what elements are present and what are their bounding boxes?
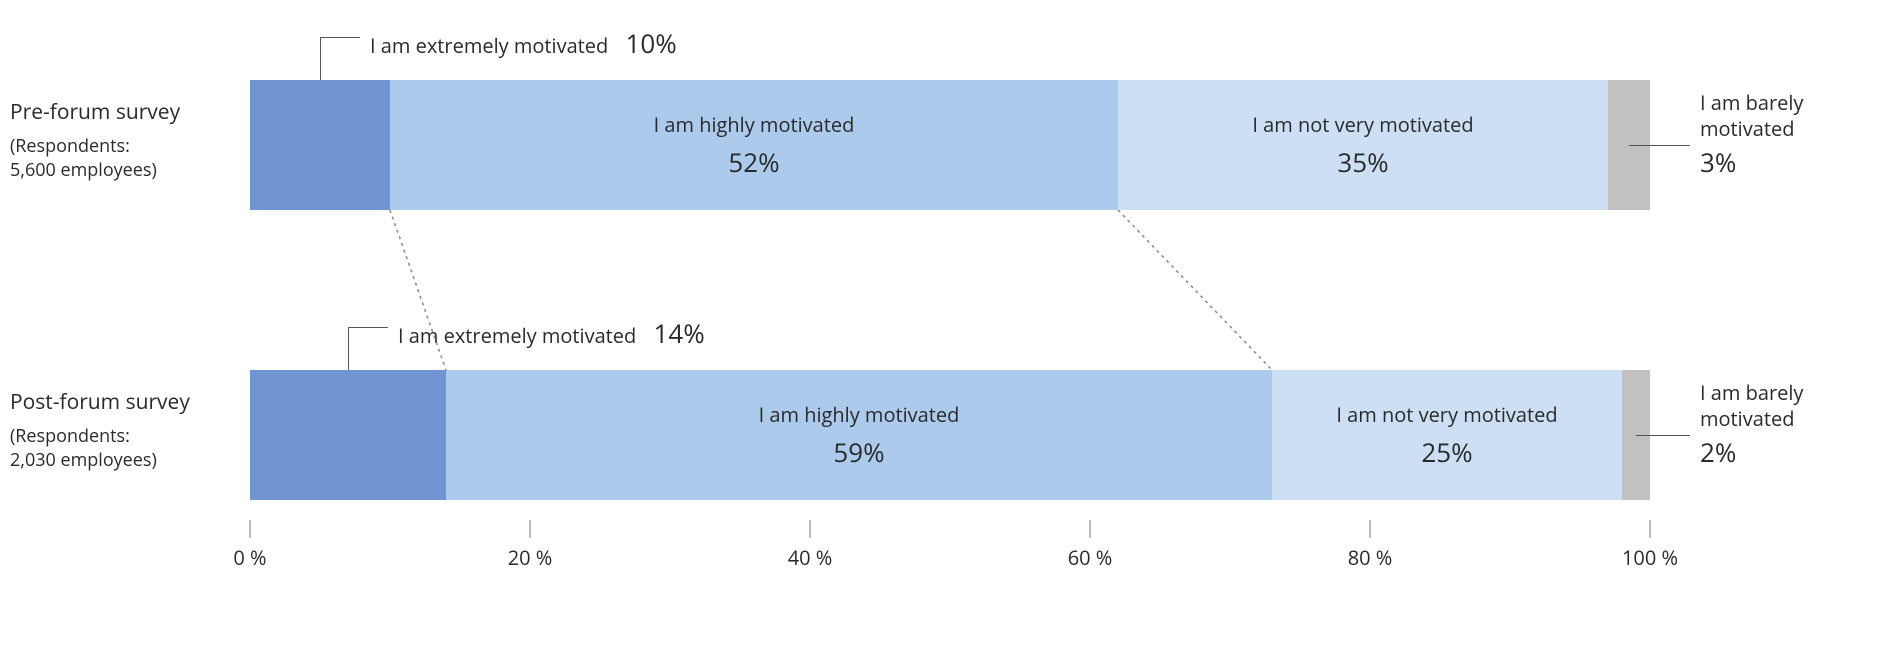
bar-post: I am highly motivated 59% I am not very mo…: [250, 370, 1650, 500]
callout-top-label: I am extremely motivated: [398, 322, 636, 349]
segment-post-1: I am highly motivated 59%: [446, 370, 1272, 500]
callout-right-post: I am barelymotivated 2%: [1700, 380, 1803, 470]
stacked-bar-chart: Pre-forum survey(Respondents:5,600 emplo…: [0, 0, 1896, 654]
callout-right-line1: I am barely: [1700, 90, 1803, 116]
callout-right-line1: I am barely: [1700, 380, 1803, 406]
segment-pre-1: I am highly motivated 52%: [390, 80, 1118, 210]
segment-pre-0: [250, 80, 390, 210]
axis-label-40: 40 %: [788, 544, 833, 571]
row-subtitle-2: 5,600 employees): [10, 158, 210, 182]
axis-tick-40: [809, 520, 811, 538]
row-subtitle: (Respondents:: [10, 424, 210, 448]
segment-label: I am not very motivated: [1252, 111, 1473, 138]
segment-post-2: I am not very motivated 25%: [1272, 370, 1622, 500]
callout-right-line2: motivated: [1700, 116, 1803, 142]
row-label-pre: Pre-forum survey (Respondents:5,600 emplo…: [10, 98, 210, 183]
callout-top-pre: I am extremely motivated 10%: [370, 25, 677, 61]
callout-top-percent: 10%: [625, 25, 676, 61]
segment-percent: 35%: [1337, 144, 1388, 180]
axis-tick-80: [1369, 520, 1371, 538]
axis-label-80: 80 %: [1348, 544, 1393, 571]
callout-right-line2: motivated: [1700, 406, 1803, 432]
connector-1: [1118, 210, 1272, 370]
callout-line-top-pre: [320, 37, 360, 80]
axis-label-60: 60 %: [1068, 544, 1113, 571]
callout-right-percent: 2%: [1700, 436, 1803, 470]
segment-percent: 59%: [833, 434, 884, 470]
row-title: Post-forum survey: [10, 388, 210, 416]
segment-pre-2: I am not very motivated 35%: [1118, 80, 1608, 210]
row-subtitle: (Respondents:: [10, 134, 210, 158]
callout-top-label: I am extremely motivated: [370, 32, 608, 59]
segment-label: I am not very motivated: [1336, 401, 1557, 428]
segment-percent: 52%: [728, 144, 779, 180]
segment-label: I am highly motivated: [654, 111, 855, 138]
callout-line-right-post: [1636, 435, 1690, 436]
callout-top-post: I am extremely motivated 14%: [398, 315, 705, 351]
axis-tick-0: [249, 520, 251, 538]
segment-post-0: [250, 370, 446, 500]
bar-pre: I am highly motivated 52% I am not very mo…: [250, 80, 1650, 210]
callout-right-percent: 3%: [1700, 146, 1803, 180]
axis-tick-100: [1649, 520, 1651, 538]
axis-label-100: 100 %: [1622, 544, 1678, 571]
callout-line-right-pre: [1629, 145, 1690, 146]
callout-top-percent: 14%: [653, 315, 704, 351]
axis-label-0: 0 %: [233, 544, 266, 571]
axis-tick-20: [529, 520, 531, 538]
callout-line-top-post: [348, 327, 388, 370]
segment-label: I am highly motivated: [759, 401, 960, 428]
row-label-post: Post-forum survey (Respondents:2,030 empl…: [10, 388, 210, 473]
segment-percent: 25%: [1421, 434, 1472, 470]
axis-tick-60: [1089, 520, 1091, 538]
callout-right-pre: I am barelymotivated 3%: [1700, 90, 1803, 180]
row-title: Pre-forum survey: [10, 98, 210, 126]
row-subtitle-2: 2,030 employees): [10, 448, 210, 472]
axis-label-20: 20 %: [508, 544, 553, 571]
